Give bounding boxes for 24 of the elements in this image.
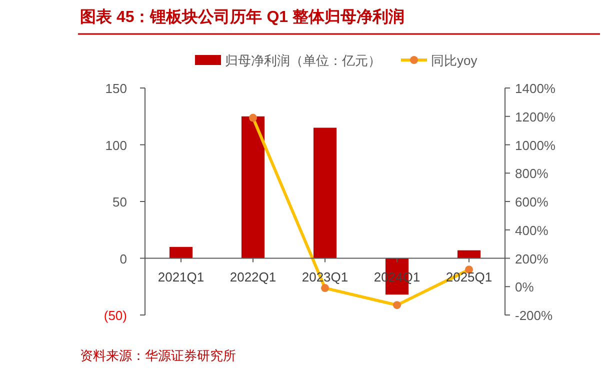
- y2-tick-label: 1000%: [515, 138, 556, 153]
- y-tick-label: 150: [105, 81, 127, 96]
- legend-label: 归母净利润（单位：亿元）: [225, 53, 381, 68]
- y-tick-label: 100: [105, 138, 127, 153]
- bar: [313, 128, 337, 258]
- x-tick-label: 2022Q1: [230, 269, 276, 284]
- y2-tick-label: 0%: [515, 280, 534, 295]
- bar: [169, 246, 193, 258]
- y2-tick-label: 800%: [515, 166, 549, 182]
- y2-tick-label: 400%: [515, 222, 549, 238]
- y-tick-label: (50): [104, 308, 127, 323]
- bar: [457, 250, 481, 258]
- y2-tick-label: 1400%: [515, 81, 556, 96]
- y2-tick-label: 200%: [515, 251, 549, 266]
- y-tick-label: 0: [120, 251, 127, 266]
- legend-label: 同比yoy: [431, 53, 478, 68]
- y-tick-label: 50: [112, 194, 127, 210]
- x-tick-label: 2021Q1: [158, 269, 204, 284]
- y2-tick-label: 1200%: [515, 109, 556, 124]
- y2-tick-label: 600%: [515, 194, 549, 210]
- text: 资料来源：华源证券研究所: [80, 348, 236, 363]
- y2-tick-label: -200%: [515, 308, 554, 323]
- chart-title: 图表 45：锂板块公司历年 Q1 整体归母净利润: [80, 8, 404, 26]
- bar: [241, 116, 265, 258]
